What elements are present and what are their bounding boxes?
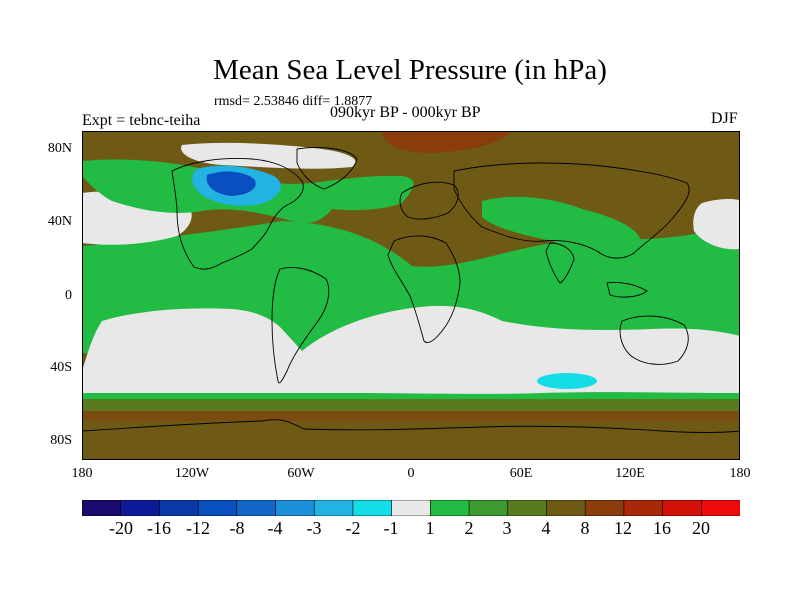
colorbar-swatch bbox=[82, 500, 122, 516]
stats-text: rmsd= 2.53846 diff= 1.8877 bbox=[214, 94, 373, 109]
southern-neutral-belt bbox=[82, 305, 740, 394]
colorbar-label: 2 bbox=[464, 518, 474, 538]
map-frame bbox=[82, 131, 740, 460]
season-label: DJF bbox=[711, 110, 738, 127]
colorbar-label: -2 bbox=[345, 518, 361, 538]
canada-low-inner bbox=[206, 171, 256, 196]
colorbar-swatch bbox=[430, 500, 470, 516]
colorbar-swatch bbox=[546, 500, 586, 516]
colorbar-label: 8 bbox=[580, 518, 590, 538]
colorbar-label: 16 bbox=[653, 518, 671, 538]
coastline-asia bbox=[453, 162, 690, 259]
colorbar bbox=[82, 500, 740, 516]
colorbar-label: -3 bbox=[306, 518, 322, 538]
colorbar-swatch bbox=[623, 500, 664, 516]
x-tick-label: 180 bbox=[71, 466, 93, 481]
coastline-africa bbox=[387, 235, 461, 343]
x-tick-label: 60W bbox=[287, 466, 315, 481]
colorbar-label: 4 bbox=[541, 518, 551, 538]
colorbar-swatch bbox=[468, 500, 509, 516]
asia-green-region bbox=[482, 196, 642, 250]
x-tick-label: 120W bbox=[174, 466, 210, 481]
x-tick-label: 180 bbox=[729, 466, 751, 481]
coastline-indonesia bbox=[606, 282, 648, 298]
arctic-red-patch bbox=[382, 131, 512, 153]
southern-darkgreen-belt bbox=[82, 399, 740, 411]
colorbar-swatch bbox=[662, 500, 702, 516]
colorbar-swatch bbox=[159, 500, 199, 516]
colorbar-label: -4 bbox=[267, 518, 283, 538]
colorbar-label: 12 bbox=[614, 518, 632, 538]
colorbar-label: -1 bbox=[383, 518, 399, 538]
colorbar-label: 3 bbox=[502, 518, 512, 538]
coastline-greenland bbox=[296, 147, 358, 190]
x-tick-label: 60E bbox=[509, 466, 533, 481]
coastlines bbox=[82, 147, 740, 433]
colorbar-swatch bbox=[507, 500, 548, 516]
east-pacific-neutral bbox=[693, 199, 740, 250]
colorbar-swatch bbox=[700, 500, 740, 516]
coastline-india bbox=[545, 242, 575, 284]
colorbar-label: -8 bbox=[229, 518, 245, 538]
colorbar-swatch bbox=[120, 500, 161, 516]
y-tick-label: 0 bbox=[65, 288, 72, 303]
colorbar-swatch bbox=[236, 500, 277, 516]
x-tick-label: 0 bbox=[407, 466, 415, 481]
experiment-label: Expt = tebnc-teiha bbox=[82, 112, 201, 129]
coastline-south-america bbox=[271, 267, 330, 384]
pressure-map bbox=[82, 131, 740, 460]
y-tick-label: 40S bbox=[50, 360, 72, 375]
colorbar-label: 1 bbox=[425, 518, 435, 538]
colorbar-swatch bbox=[352, 500, 393, 516]
coastline-antarctica bbox=[82, 419, 740, 433]
period-label: 090kyr BP - 000kyr BP bbox=[330, 104, 481, 121]
coastline-north-america bbox=[171, 158, 304, 270]
x-tick-label: 120E bbox=[615, 466, 645, 481]
coastline-europe bbox=[399, 181, 459, 220]
colorbar-label: 20 bbox=[692, 518, 710, 538]
colorbar-swatch bbox=[584, 500, 625, 516]
colorbar-swatch bbox=[197, 500, 238, 516]
arctic-neutral bbox=[181, 142, 356, 169]
colorbar-label: -16 bbox=[147, 518, 171, 538]
southern-ocean-low bbox=[537, 373, 597, 389]
antarctic-red-band bbox=[82, 411, 740, 421]
colorbar-label: -12 bbox=[186, 518, 210, 538]
colorbar-swatch bbox=[313, 500, 354, 516]
y-tick-label: 80N bbox=[47, 141, 72, 156]
y-tick-label: 80S bbox=[50, 433, 72, 448]
y-tick-label: 40N bbox=[47, 214, 72, 229]
colorbar-swatch bbox=[275, 500, 315, 516]
plot-title: Mean Sea Level Pressure (in hPa) bbox=[213, 54, 607, 86]
coastline-australia bbox=[619, 315, 689, 365]
colorbar-label: -20 bbox=[109, 518, 133, 538]
colorbar-swatch bbox=[391, 500, 431, 516]
